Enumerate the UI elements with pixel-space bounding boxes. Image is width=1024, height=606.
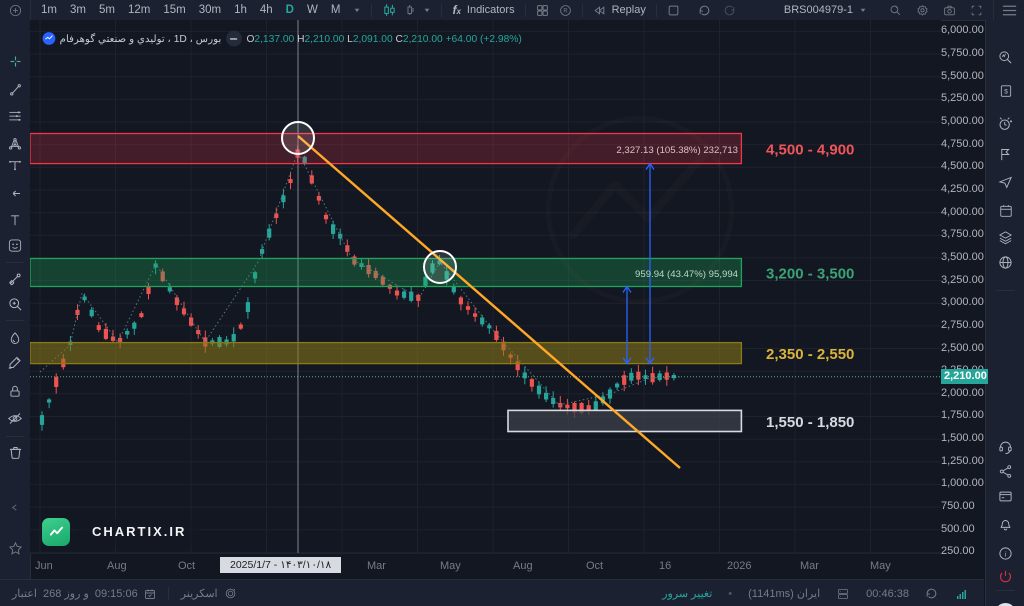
svg-text:i: i xyxy=(1004,549,1006,558)
svg-text:1,550 - 1,850: 1,550 - 1,850 xyxy=(766,414,854,431)
svg-text:4,500 - 4,900: 4,500 - 4,900 xyxy=(766,142,854,159)
svg-text:$: $ xyxy=(1004,88,1008,95)
svg-text:R: R xyxy=(563,8,568,14)
svg-text:3,200 - 3,500: 3,200 - 3,500 xyxy=(766,266,854,283)
svg-text:2,350 - 2,550: 2,350 - 2,550 xyxy=(766,346,854,363)
